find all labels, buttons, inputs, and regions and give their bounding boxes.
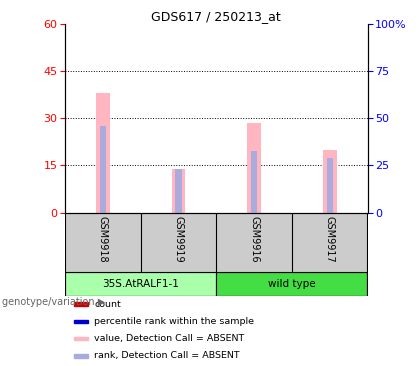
Bar (327, 157, 333, 213)
Text: value, Detection Call = ABSENT: value, Detection Call = ABSENT (94, 334, 244, 343)
Bar (251, 151, 257, 213)
Text: GSM9919: GSM9919 (173, 216, 184, 262)
Bar (74, 302, 88, 306)
Text: count: count (94, 300, 121, 309)
Text: genotype/variation ▶: genotype/variation ▶ (2, 297, 105, 307)
Text: GSM9917: GSM9917 (325, 216, 335, 262)
Bar (74, 337, 88, 340)
Text: percentile rank within the sample: percentile rank within the sample (94, 317, 255, 326)
Bar (176, 169, 181, 213)
Bar (74, 354, 88, 358)
Bar (172, 168, 185, 213)
Bar (100, 126, 106, 213)
Text: 35S.AtRALF1-1: 35S.AtRALF1-1 (102, 279, 179, 289)
Title: GDS617 / 250213_at: GDS617 / 250213_at (152, 10, 281, 23)
Text: GSM9916: GSM9916 (249, 216, 259, 262)
FancyBboxPatch shape (216, 272, 368, 296)
Bar (96, 93, 110, 213)
FancyBboxPatch shape (65, 272, 216, 296)
Text: rank, Detection Call = ABSENT: rank, Detection Call = ABSENT (94, 351, 240, 360)
Text: GSM9918: GSM9918 (98, 216, 108, 262)
Text: wild type: wild type (268, 279, 316, 289)
Bar (323, 150, 336, 213)
Bar (74, 320, 88, 323)
Bar (247, 123, 261, 213)
